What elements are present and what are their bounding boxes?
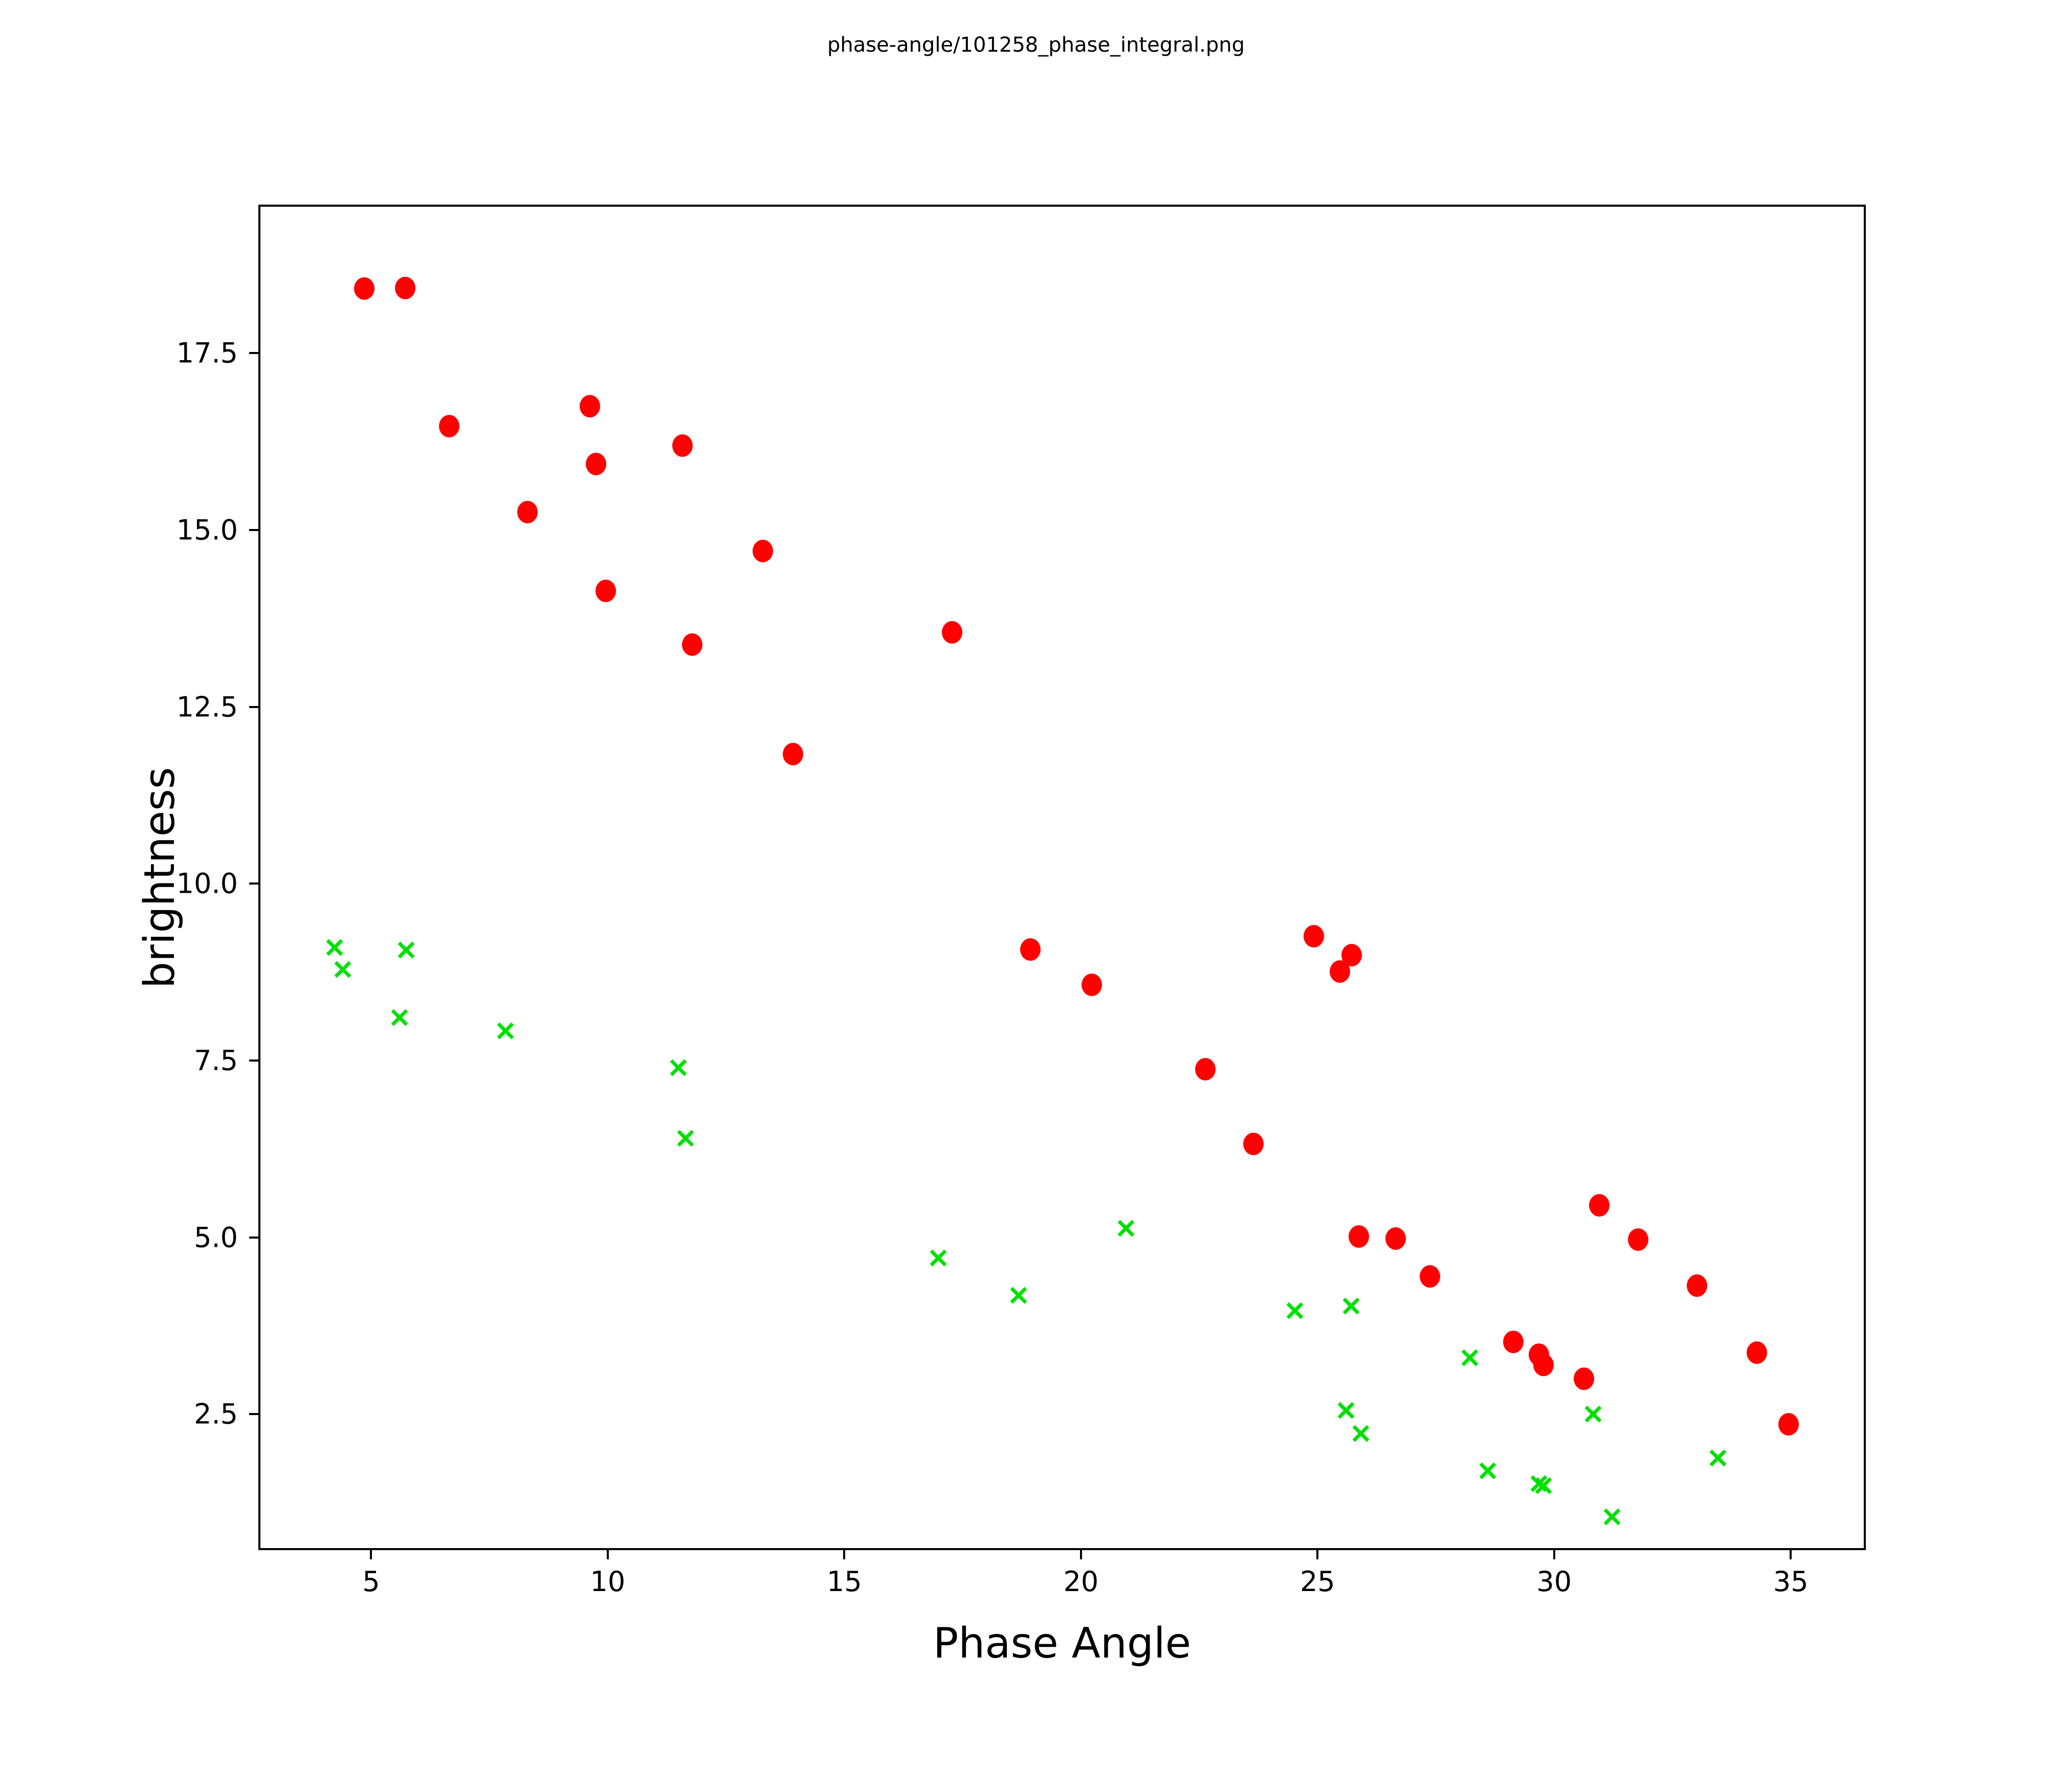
x-axis-tick bbox=[1079, 1548, 1082, 1559]
data-point-red bbox=[1385, 1227, 1406, 1250]
data-point-green bbox=[1284, 1300, 1306, 1321]
data-point-red bbox=[1628, 1228, 1649, 1251]
data-point-red bbox=[753, 540, 774, 563]
y-axis-tick-label: 15.0 bbox=[176, 514, 238, 546]
data-point-red bbox=[681, 633, 702, 656]
data-point-red bbox=[783, 743, 804, 766]
data-point-green bbox=[1533, 1475, 1554, 1496]
y-axis-tick bbox=[249, 528, 260, 531]
y-axis-tick bbox=[249, 1413, 260, 1416]
data-point-green bbox=[668, 1057, 689, 1078]
data-point-green bbox=[1582, 1403, 1604, 1425]
x-axis-tick bbox=[370, 1548, 372, 1559]
data-point-green bbox=[1601, 1506, 1623, 1528]
data-point-red bbox=[439, 414, 460, 437]
data-point-green bbox=[1008, 1285, 1029, 1306]
data-point-green bbox=[675, 1128, 696, 1149]
x-axis-tick bbox=[1790, 1548, 1792, 1559]
data-point-red bbox=[1303, 924, 1324, 947]
x-axis-tick bbox=[1316, 1548, 1319, 1559]
data-point-red bbox=[579, 394, 600, 417]
plot-area bbox=[260, 207, 1864, 1548]
y-axis-tick bbox=[249, 1059, 260, 1062]
data-point-red bbox=[1503, 1331, 1524, 1354]
x-axis-tick-label: 5 bbox=[362, 1565, 380, 1598]
data-point-red bbox=[1746, 1341, 1767, 1364]
data-point-green bbox=[1528, 1473, 1550, 1494]
x-axis-tick bbox=[1553, 1548, 1555, 1559]
x-axis-tick-label: 20 bbox=[1063, 1565, 1099, 1598]
data-point-red bbox=[1243, 1133, 1264, 1156]
x-axis-label: Phase Angle bbox=[933, 1619, 1192, 1668]
data-point-red bbox=[1329, 960, 1350, 983]
data-point-red bbox=[1420, 1265, 1441, 1288]
data-point-red bbox=[1195, 1057, 1216, 1080]
data-point-green bbox=[1477, 1460, 1498, 1482]
y-axis-label: brightness bbox=[136, 766, 184, 988]
data-point-green bbox=[395, 939, 417, 961]
y-axis-tick-label: 17.5 bbox=[176, 337, 238, 369]
data-point-red bbox=[942, 621, 963, 644]
data-point-red bbox=[395, 277, 416, 300]
plot-axes: 5 10 15 20 25 30 35 2.5 5.0 7.5 10.0 12.5 15.0 17.5 bbox=[177, 205, 1866, 1598]
y-axis-tick-label: 10.0 bbox=[176, 867, 238, 900]
data-point-red bbox=[354, 277, 375, 300]
data-point-red bbox=[672, 434, 693, 457]
data-point-green bbox=[1335, 1400, 1357, 1421]
data-point-red bbox=[1082, 974, 1103, 997]
x-axis-tick-label: 35 bbox=[1773, 1565, 1809, 1598]
y-axis-tick bbox=[249, 352, 260, 355]
data-point-red bbox=[1687, 1274, 1708, 1297]
y-axis-tick bbox=[249, 1236, 260, 1239]
y-axis-tick-label: 7.5 bbox=[194, 1044, 238, 1077]
data-point-red bbox=[585, 453, 606, 476]
x-axis-tick-label: 25 bbox=[1299, 1565, 1335, 1598]
data-point-green bbox=[928, 1247, 949, 1269]
data-point-red bbox=[1348, 1225, 1369, 1248]
data-point-red bbox=[596, 579, 616, 602]
x-axis-tick bbox=[843, 1548, 846, 1559]
data-point-green bbox=[1340, 1295, 1362, 1317]
y-axis-tick-label: 12.5 bbox=[176, 691, 238, 723]
data-point-red bbox=[517, 501, 538, 524]
y-axis-tick-label: 5.0 bbox=[194, 1221, 238, 1254]
data-point-red bbox=[1020, 938, 1041, 961]
data-point-green bbox=[389, 1007, 410, 1028]
y-axis-tick-label: 2.5 bbox=[194, 1398, 238, 1430]
data-point-red bbox=[1778, 1413, 1799, 1436]
data-point-green bbox=[1115, 1218, 1137, 1239]
figure-title: phase-angle/101258_phase_integral.png bbox=[827, 33, 1245, 57]
data-point-red bbox=[1589, 1194, 1610, 1217]
data-point-green bbox=[324, 937, 345, 958]
x-axis-tick-label: 30 bbox=[1536, 1565, 1572, 1598]
y-axis-tick bbox=[249, 882, 260, 885]
x-axis-tick bbox=[606, 1548, 609, 1559]
data-point-green bbox=[1350, 1423, 1372, 1444]
data-point-red bbox=[1533, 1353, 1554, 1376]
data-point-green bbox=[1459, 1347, 1481, 1369]
data-point-red bbox=[1574, 1367, 1595, 1391]
data-point-green bbox=[495, 1020, 516, 1042]
y-axis-tick bbox=[249, 705, 260, 708]
x-axis-tick-label: 10 bbox=[590, 1565, 626, 1598]
data-point-green bbox=[1707, 1447, 1729, 1469]
x-axis-tick-label: 15 bbox=[827, 1565, 862, 1598]
data-point-green bbox=[332, 959, 354, 980]
